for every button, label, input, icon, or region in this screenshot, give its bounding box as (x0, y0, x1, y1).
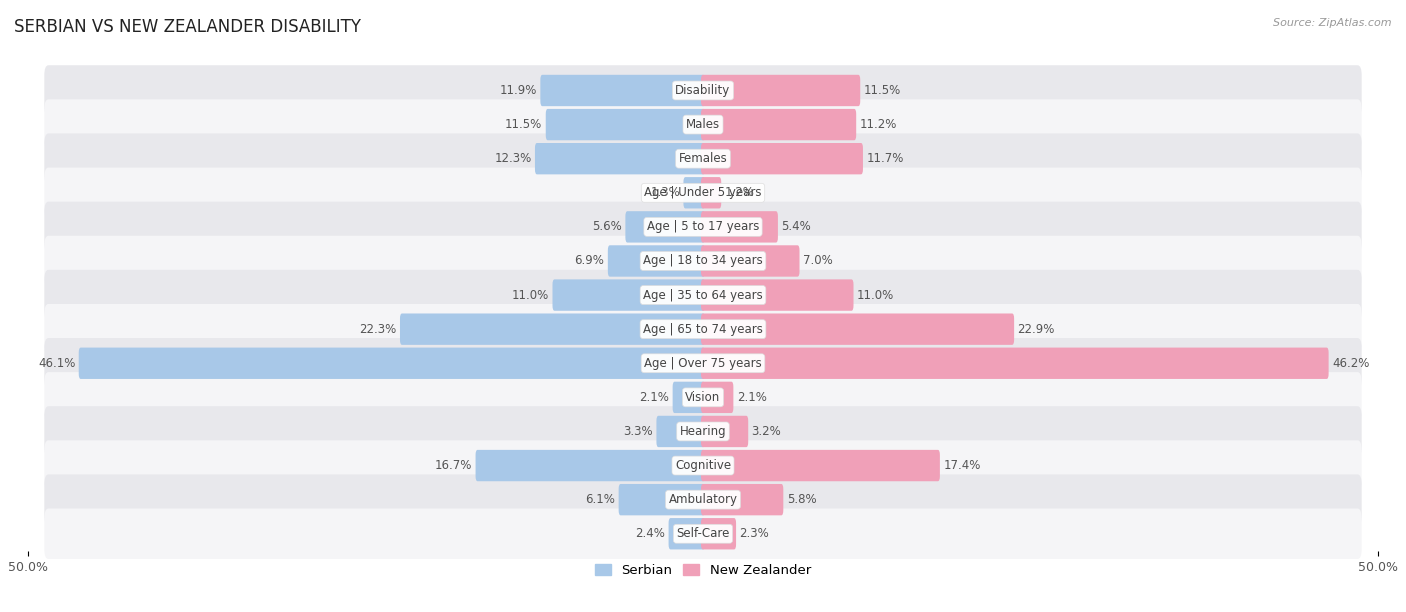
FancyBboxPatch shape (45, 201, 1361, 252)
Text: Females: Females (679, 152, 727, 165)
Text: Source: ZipAtlas.com: Source: ZipAtlas.com (1274, 18, 1392, 28)
FancyBboxPatch shape (540, 75, 704, 106)
Text: 3.3%: 3.3% (623, 425, 652, 438)
Text: Self-Care: Self-Care (676, 528, 730, 540)
FancyBboxPatch shape (45, 338, 1361, 389)
Legend: Serbian, New Zealander: Serbian, New Zealander (591, 558, 815, 583)
Text: 2.1%: 2.1% (737, 391, 766, 404)
FancyBboxPatch shape (45, 474, 1361, 525)
Text: Vision: Vision (685, 391, 721, 404)
Text: 2.1%: 2.1% (640, 391, 669, 404)
Text: 11.7%: 11.7% (866, 152, 904, 165)
FancyBboxPatch shape (45, 372, 1361, 423)
FancyBboxPatch shape (702, 518, 737, 550)
Text: Age | 65 to 74 years: Age | 65 to 74 years (643, 323, 763, 335)
Text: Cognitive: Cognitive (675, 459, 731, 472)
FancyBboxPatch shape (702, 177, 721, 209)
Text: 3.2%: 3.2% (752, 425, 782, 438)
Text: Age | Under 5 years: Age | Under 5 years (644, 186, 762, 200)
FancyBboxPatch shape (45, 236, 1361, 286)
FancyBboxPatch shape (534, 143, 704, 174)
FancyBboxPatch shape (669, 518, 704, 550)
Text: 2.4%: 2.4% (636, 528, 665, 540)
Text: 16.7%: 16.7% (434, 459, 472, 472)
FancyBboxPatch shape (702, 280, 853, 311)
Text: 5.6%: 5.6% (592, 220, 621, 233)
FancyBboxPatch shape (702, 484, 783, 515)
FancyBboxPatch shape (79, 348, 704, 379)
FancyBboxPatch shape (45, 509, 1361, 559)
Text: 7.0%: 7.0% (803, 255, 832, 267)
FancyBboxPatch shape (683, 177, 704, 209)
Text: 22.3%: 22.3% (360, 323, 396, 335)
Text: 11.5%: 11.5% (505, 118, 543, 131)
Text: 6.1%: 6.1% (585, 493, 616, 506)
FancyBboxPatch shape (45, 133, 1361, 184)
Text: Age | Over 75 years: Age | Over 75 years (644, 357, 762, 370)
FancyBboxPatch shape (399, 313, 704, 345)
FancyBboxPatch shape (702, 450, 939, 481)
Text: 22.9%: 22.9% (1018, 323, 1054, 335)
FancyBboxPatch shape (45, 304, 1361, 354)
FancyBboxPatch shape (553, 280, 704, 311)
FancyBboxPatch shape (702, 416, 748, 447)
Text: Age | 18 to 34 years: Age | 18 to 34 years (643, 255, 763, 267)
FancyBboxPatch shape (45, 168, 1361, 218)
Text: 11.0%: 11.0% (856, 289, 894, 302)
Text: 17.4%: 17.4% (943, 459, 980, 472)
Text: Disability: Disability (675, 84, 731, 97)
Text: Ambulatory: Ambulatory (668, 493, 738, 506)
FancyBboxPatch shape (702, 245, 800, 277)
FancyBboxPatch shape (702, 382, 734, 413)
Text: 11.0%: 11.0% (512, 289, 550, 302)
Text: 11.5%: 11.5% (863, 84, 901, 97)
FancyBboxPatch shape (546, 109, 704, 140)
FancyBboxPatch shape (702, 348, 1329, 379)
Text: 46.1%: 46.1% (38, 357, 76, 370)
Text: 46.2%: 46.2% (1331, 357, 1369, 370)
FancyBboxPatch shape (45, 406, 1361, 457)
FancyBboxPatch shape (702, 75, 860, 106)
Text: Age | 35 to 64 years: Age | 35 to 64 years (643, 289, 763, 302)
FancyBboxPatch shape (475, 450, 704, 481)
Text: Hearing: Hearing (679, 425, 727, 438)
Text: Age | 5 to 17 years: Age | 5 to 17 years (647, 220, 759, 233)
FancyBboxPatch shape (702, 109, 856, 140)
Text: 12.3%: 12.3% (495, 152, 531, 165)
FancyBboxPatch shape (619, 484, 704, 515)
FancyBboxPatch shape (672, 382, 704, 413)
FancyBboxPatch shape (45, 270, 1361, 320)
FancyBboxPatch shape (626, 211, 704, 242)
Text: 11.9%: 11.9% (499, 84, 537, 97)
Text: 5.8%: 5.8% (787, 493, 817, 506)
FancyBboxPatch shape (45, 65, 1361, 116)
Text: 5.4%: 5.4% (782, 220, 811, 233)
Text: 1.2%: 1.2% (724, 186, 755, 200)
Text: SERBIAN VS NEW ZEALANDER DISABILITY: SERBIAN VS NEW ZEALANDER DISABILITY (14, 18, 361, 36)
Text: 2.3%: 2.3% (740, 528, 769, 540)
Text: 1.3%: 1.3% (651, 186, 681, 200)
Text: 11.2%: 11.2% (859, 118, 897, 131)
FancyBboxPatch shape (702, 313, 1014, 345)
FancyBboxPatch shape (45, 440, 1361, 491)
Text: 6.9%: 6.9% (575, 255, 605, 267)
FancyBboxPatch shape (607, 245, 704, 277)
FancyBboxPatch shape (702, 211, 778, 242)
FancyBboxPatch shape (45, 99, 1361, 150)
FancyBboxPatch shape (702, 143, 863, 174)
Text: Males: Males (686, 118, 720, 131)
FancyBboxPatch shape (657, 416, 704, 447)
